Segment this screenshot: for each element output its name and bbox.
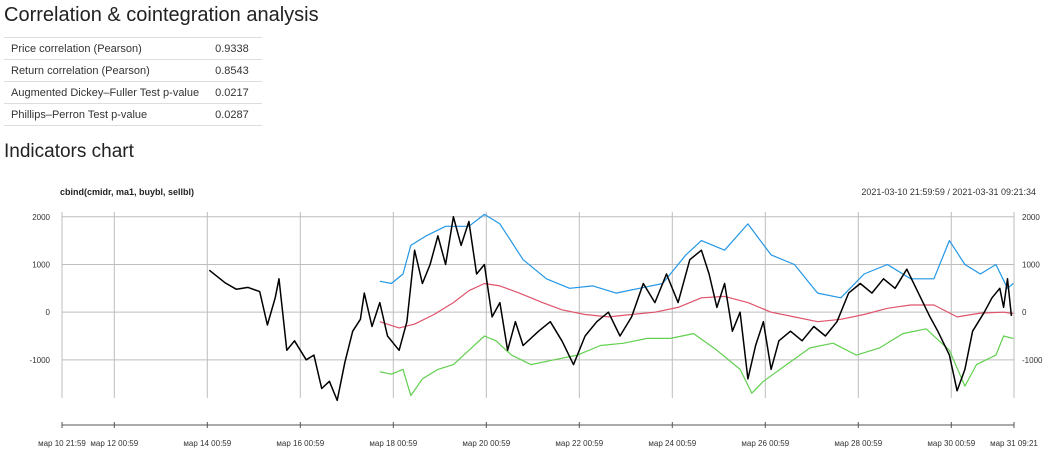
x-tick-label: мар 28 00:59 xyxy=(834,439,882,448)
x-tick-label: мар 18 00:59 xyxy=(369,439,417,448)
stat-label: Augmented Dickey–Fuller Test p-value xyxy=(4,81,207,104)
page-title: Correlation & cointegration analysis xyxy=(4,4,319,26)
section-title: Indicators chart xyxy=(4,141,134,162)
y-tick-label-right: 1000 xyxy=(1022,260,1040,269)
grid xyxy=(61,212,1015,398)
series-line-buybl xyxy=(379,328,1014,397)
stat-value: 0.0287 xyxy=(206,103,263,126)
chart-title: cbind(cmidr, ma1, buybl, sellbl) xyxy=(60,187,194,197)
series-line-sellbl xyxy=(379,213,1014,299)
x-tick-label: мар 10 21:59 xyxy=(38,439,86,448)
x-tick-label: мар 12 00:59 xyxy=(90,439,138,448)
table-row: Return correlation (Pearson) 0.8543 xyxy=(4,59,263,82)
stat-label: Phillips–Perron Test p-value xyxy=(4,103,207,126)
y-tick-label-left: -1000 xyxy=(30,356,51,365)
axes: мар 10 21:59 мар 12 00:59 мар 14 00:59 мар … xyxy=(30,213,1043,448)
x-tick-label: мар 30 00:59 xyxy=(927,439,975,448)
chart-date-range: 2021-03-10 21:59:59 / 2021-03-31 09:21:3… xyxy=(861,187,1036,197)
y-tick-label-right: 0 xyxy=(1022,308,1027,317)
y-tick-label-right: -1000 xyxy=(1022,356,1043,365)
table-row: Augmented Dickey–Fuller Test p-value 0.0… xyxy=(4,81,263,104)
x-tick-label: мар 16 00:59 xyxy=(276,439,324,448)
table-row: Phillips–Perron Test p-value 0.0287 xyxy=(4,103,263,126)
stat-value: 0.0217 xyxy=(206,81,263,104)
x-tick-label: мар 20 00:59 xyxy=(462,439,510,448)
stat-value: 0.9338 xyxy=(206,37,263,60)
x-tick-label: мар 24 00:59 xyxy=(648,439,696,448)
y-tick-label-left: 2000 xyxy=(32,213,50,222)
stats-table: Price correlation (Pearson) 0.9338 Retur… xyxy=(4,37,263,126)
series-line-cmidr xyxy=(208,216,1013,402)
y-tick-label-left: 1000 xyxy=(32,260,50,269)
table-row: Price correlation (Pearson) 0.9338 xyxy=(4,37,263,60)
x-tick-label: мар 22 00:59 xyxy=(555,439,603,448)
stat-label: Return correlation (Pearson) xyxy=(4,59,207,82)
x-tick-label: мар 31 09:21 xyxy=(990,439,1038,448)
x-tick-label: мар 26 00:59 xyxy=(741,439,789,448)
series-line-ma1 xyxy=(379,282,1014,329)
stat-label: Price correlation (Pearson) xyxy=(4,37,207,60)
y-tick-label-right: 2000 xyxy=(1022,213,1040,222)
stat-value: 0.8543 xyxy=(206,59,263,82)
y-tick-label-left: 0 xyxy=(46,308,51,317)
x-tick-label: мар 14 00:59 xyxy=(183,439,231,448)
series-layer xyxy=(208,213,1014,402)
